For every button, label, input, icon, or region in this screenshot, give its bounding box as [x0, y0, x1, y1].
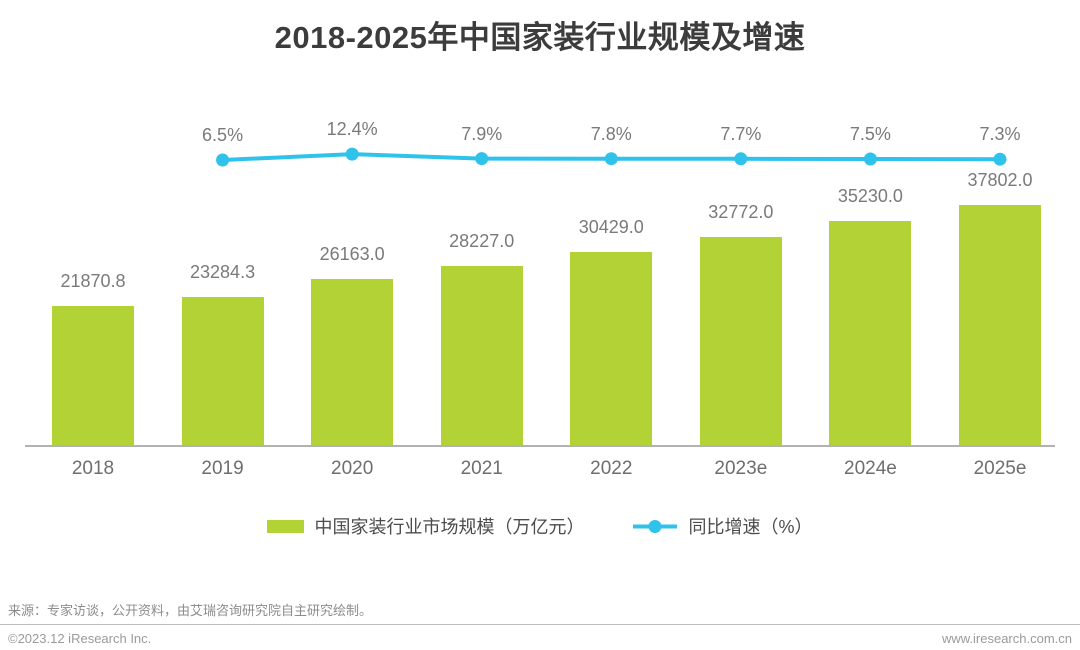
line-series-label: 同比增速（%） [688, 517, 813, 537]
footer-bar: ©2023.12 iResearch Inc. www.iresearch.co… [0, 631, 1080, 646]
bar-series-swatch [267, 519, 305, 533]
bar-value-label-2018: 21870.8 [60, 271, 126, 292]
legend-item-line: 同比增速（%） [632, 513, 813, 539]
line-value-label-2020: 12.4% [326, 119, 378, 140]
bar-2021 [440, 265, 523, 445]
bar-value-label-2020: 26163.0 [319, 243, 385, 264]
line-point-2022 [604, 152, 618, 166]
copyright-text: ©2023.12 iResearch Inc. [8, 631, 152, 646]
x-axis-label-2023e: 2023e [714, 458, 768, 479]
line-point-2019 [216, 153, 230, 167]
line-value-label-2021: 7.9% [461, 123, 503, 144]
line-value-label-2019: 6.5% [202, 125, 244, 145]
source-note: 来源：专家访谈，公开资料，由艾瑞咨询研究院自主研究绘制。 [8, 603, 373, 618]
bar-value-label-2025e: 37802.0 [967, 170, 1033, 190]
x-axis-label-2019: 2019 [201, 458, 244, 479]
x-axis-label-2022: 2022 [590, 458, 633, 479]
line-point-2025e [993, 152, 1007, 166]
line-point-2021 [475, 152, 489, 166]
bar-value-label-2023e: 32772.0 [708, 201, 774, 222]
x-axis-label-2018: 2018 [71, 458, 115, 479]
bar-2022 [570, 251, 653, 445]
x-axis-label-2020: 2020 [331, 458, 374, 479]
x-axis-label-2021: 2021 [460, 458, 503, 479]
line-value-label-2022: 7.8% [590, 123, 632, 144]
bar-2024e [829, 221, 912, 445]
x-axis-line [25, 445, 1055, 447]
bar-value-label-2019: 23284.3 [190, 262, 256, 283]
chart-title: 2018-2025年中国家装行业规模及增速 [274, 20, 806, 55]
bar-value-label-2024e: 35230.0 [837, 186, 903, 207]
x-axis-label-2024e: 2024e [844, 458, 897, 479]
x-axis-label-2025e: 2025e [973, 458, 1027, 479]
line-point-2024e [863, 152, 877, 166]
website-text: www.iresearch.com.cn [941, 631, 1072, 646]
bar-2019 [181, 297, 264, 445]
legend-item-bar: 中国家装行业市场规模（万亿元） [267, 513, 584, 539]
footer-divider [0, 624, 1080, 625]
line-point-2020 [345, 147, 359, 161]
bar-2020 [311, 278, 394, 445]
line-value-label-2023e: 7.7% [720, 123, 762, 144]
line-value-label-2024e: 7.5% [849, 124, 891, 144]
bar-2018 [52, 306, 134, 445]
line-value-label-2025e: 7.3% [979, 124, 1021, 145]
bar-value-label-2021: 28227.0 [449, 230, 515, 251]
bar-2025e [958, 205, 1041, 445]
bar-value-label-2022: 30429.0 [578, 216, 644, 237]
bar-2023e [699, 236, 782, 445]
line-series-glyph [633, 519, 678, 533]
bar-series-label: 中国家装行业市场规模（万亿元） [314, 517, 585, 537]
line-point-2023e [734, 152, 748, 166]
legend: 中国家装行业市场规模（万亿元） 同比增速（%） [0, 513, 1080, 539]
